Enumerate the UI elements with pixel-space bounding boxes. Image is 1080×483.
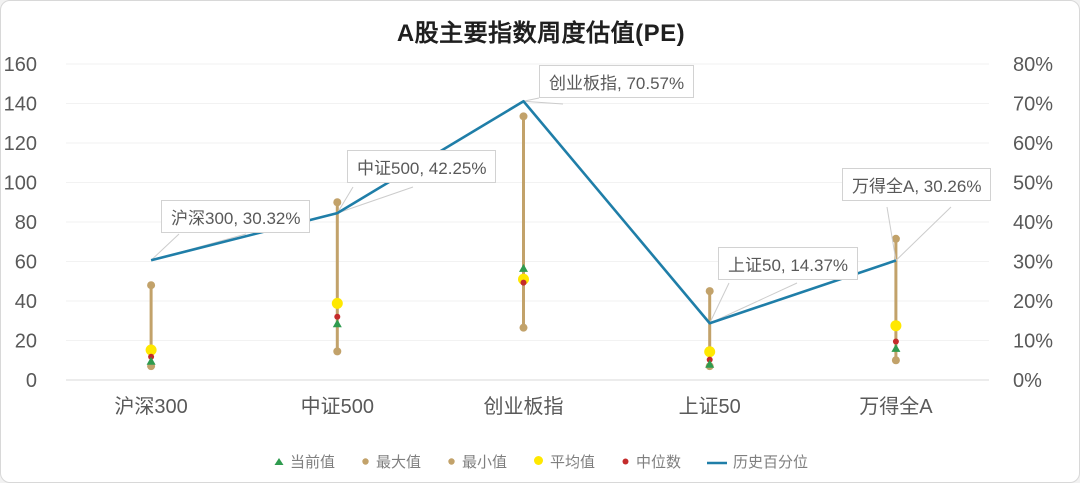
callout-leader xyxy=(150,233,180,261)
legend-item[interactable]: 最小值 xyxy=(447,451,507,472)
current-marker xyxy=(146,356,156,365)
data-callout-sz50: 上证50, 14.37% xyxy=(718,247,859,280)
right-axis-tick: 80% xyxy=(1013,54,1053,76)
max-marker xyxy=(333,198,342,207)
data-callout-hs300: 沪深300, 30.32% xyxy=(161,200,311,233)
callout-leader xyxy=(336,186,354,214)
median-marker xyxy=(892,338,899,345)
legend-label: 平均值 xyxy=(550,453,596,471)
callout-leader xyxy=(523,97,540,102)
right-axis-tick: 20% xyxy=(1013,291,1053,313)
min-marker xyxy=(519,323,528,332)
left-axis-tick: 120 xyxy=(4,133,37,155)
average-marker xyxy=(331,297,343,309)
callout-leader xyxy=(709,282,798,324)
left-axis-tick: 40 xyxy=(15,291,37,313)
median-marker xyxy=(520,279,527,286)
right-axis-tick: 70% xyxy=(1013,94,1053,116)
data-callout-wdqa: 万得全A, 30.26% xyxy=(842,168,992,201)
legend-line-icon xyxy=(707,453,728,470)
callout-leader xyxy=(895,206,952,261)
left-axis-tick: 0 xyxy=(26,370,37,392)
category-label: 创业板指 xyxy=(484,395,564,418)
legend-label: 最小值 xyxy=(461,453,507,471)
max-marker xyxy=(891,234,900,243)
min-marker xyxy=(891,356,900,365)
callout-leader xyxy=(709,282,730,324)
right-axis-tick: 40% xyxy=(1013,212,1053,234)
current-marker xyxy=(519,263,528,272)
legend-item[interactable]: 当前值 xyxy=(274,451,335,472)
chart-legend: 当前值 最大值 最小值 平均值 中位数 历史百分位 xyxy=(1,447,1079,475)
average-marker xyxy=(890,320,902,332)
category-label: 中证500 xyxy=(301,395,374,418)
left-axis-tick: 80 xyxy=(15,212,37,234)
callout-leader xyxy=(886,206,897,261)
legend-triangle-icon xyxy=(274,453,284,470)
legend-circle-icon xyxy=(361,453,370,470)
right-axis-tick: 0% xyxy=(1013,370,1042,392)
average-marker xyxy=(145,344,157,356)
legend-label: 中位数 xyxy=(636,453,682,471)
callout-leader xyxy=(523,100,564,105)
max-marker xyxy=(519,112,528,121)
left-axis-tick: 100 xyxy=(4,173,37,195)
callout-leader xyxy=(337,186,414,214)
legend-dot-icon xyxy=(621,453,630,470)
min-marker xyxy=(333,347,342,356)
max-marker xyxy=(147,281,156,290)
median-marker xyxy=(334,313,341,320)
left-axis-tick: 140 xyxy=(4,94,37,116)
category-label: 沪深300 xyxy=(114,395,187,418)
data-callout-cybz: 创业板指, 70.57% xyxy=(539,65,695,98)
legend-circle-icon xyxy=(447,453,456,470)
legend-circle-large-icon xyxy=(533,453,544,470)
legend-item[interactable]: 中位数 xyxy=(621,451,681,472)
median-marker xyxy=(706,356,713,363)
legend-item[interactable]: 历史百分位 xyxy=(707,451,808,472)
category-label: 上证50 xyxy=(679,395,741,418)
data-callout-zz500: 中证500, 42.25% xyxy=(347,150,497,183)
legend-item[interactable]: 最大值 xyxy=(361,451,421,472)
legend-label: 最大值 xyxy=(375,453,421,471)
left-axis-tick: 160 xyxy=(4,54,37,76)
right-axis-tick: 50% xyxy=(1013,173,1053,195)
current-marker xyxy=(705,359,715,368)
right-axis-tick: 10% xyxy=(1013,331,1053,353)
right-axis-tick: 30% xyxy=(1013,252,1053,274)
average-marker xyxy=(704,346,716,358)
category-label: 万得全A xyxy=(859,395,933,418)
median-marker xyxy=(148,353,155,360)
chart-title: A股主要指数周度估值(PE) xyxy=(396,20,686,47)
max-marker xyxy=(705,287,714,296)
legend-label: 历史百分位 xyxy=(733,453,809,471)
current-marker xyxy=(891,343,901,352)
right-axis-tick: 60% xyxy=(1013,133,1053,155)
left-axis-tick: 20 xyxy=(15,331,37,353)
left-axis-tick: 60 xyxy=(15,252,37,274)
current-marker xyxy=(332,319,342,328)
legend-item[interactable]: 平均值 xyxy=(533,451,595,472)
legend-label: 当前值 xyxy=(289,453,335,471)
